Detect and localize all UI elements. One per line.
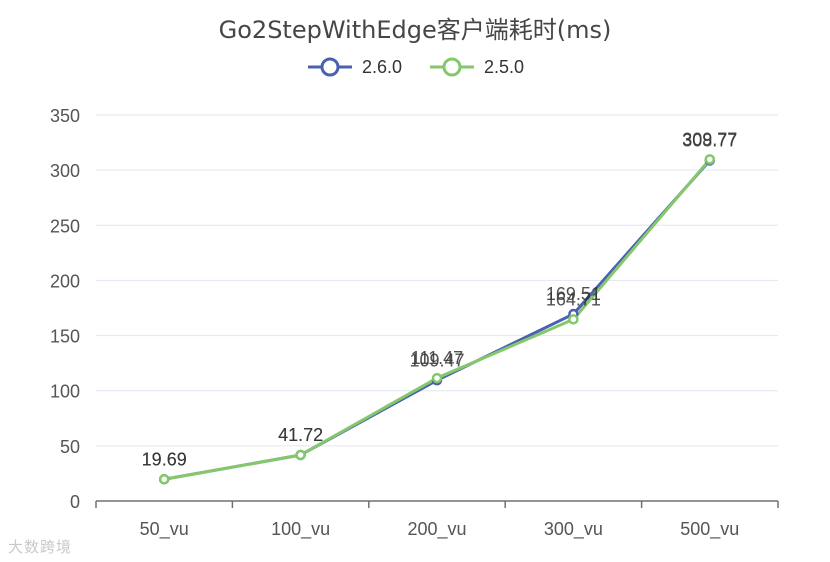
legend-swatch-series-2 (430, 57, 474, 77)
data-label-2.6.0: 41.72 (278, 425, 323, 445)
data-point-2.5.0 (431, 372, 443, 384)
y-tick-label: 150 (50, 327, 80, 347)
data-label-2.6.0: 109.47 (409, 350, 464, 370)
data-point-2.5.0 (704, 154, 716, 165)
data-label-2.5.0: 164.71 (546, 289, 601, 309)
legend: 2.6.0 2.5.0 (0, 55, 830, 79)
series-line-2.6.0 (162, 158, 712, 481)
y-tick-label: 300 (50, 161, 80, 181)
y-tick-label: 200 (50, 271, 80, 291)
x-tick-label: 100_vu (271, 519, 330, 540)
legend-label-series-1: 2.6.0 (361, 56, 402, 77)
y-tick-label: 250 (50, 216, 80, 236)
y-tick-label: 100 (50, 382, 80, 402)
chart-title: Go2StepWithEdge客户端耗时(ms) (218, 16, 612, 44)
y-tick-label: 350 (50, 106, 80, 126)
x-tick-label: 50_vu (140, 519, 189, 540)
legend-item-series-2[interactable]: 2.5.0 (428, 55, 524, 79)
legend-swatch-series-1 (307, 57, 352, 77)
legend-item-series-1[interactable]: 2.6.0 (306, 55, 402, 79)
series-line-2.5.0 (162, 157, 712, 481)
x-tick-label: 500_vu (680, 519, 739, 540)
data-label-2.6.0: 169.51 (546, 284, 601, 304)
y-tick-label: 50 (60, 437, 80, 457)
data-label-2.6.0: 19.69 (142, 449, 187, 469)
data-point-2.5.0 (295, 449, 306, 461)
data-label-2.5.0: 41.72 (278, 425, 323, 445)
data-label-2.6.0: 308.77 (682, 130, 737, 150)
data-label-2.5.0: 19.69 (142, 449, 187, 469)
x-tick-label: 300_vu (544, 519, 603, 540)
data-point-2.5.0 (158, 474, 170, 485)
legend-label-series-2: 2.5.0 (484, 56, 525, 77)
watermark: 大数跨境 (8, 538, 73, 556)
y-tick-label: 0 (70, 492, 80, 512)
data-point-2.5.0 (568, 314, 579, 325)
data-label-2.5.0: 309.77 (682, 129, 737, 149)
x-tick-label: 200_vu (407, 519, 466, 540)
data-label-2.5.0: 111.47 (411, 348, 463, 368)
